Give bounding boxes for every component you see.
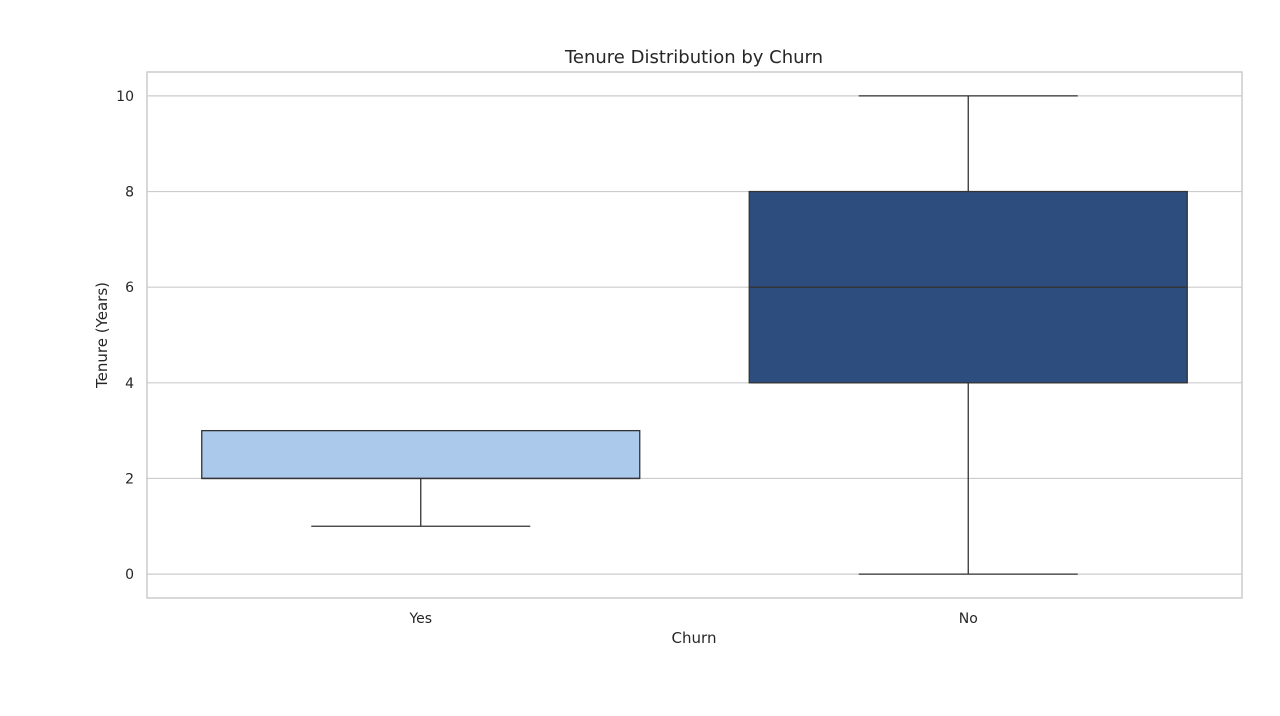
y-axis-label: Tenure (Years) — [93, 282, 111, 389]
box-yes — [201, 429, 641, 480]
plot-frame — [146, 71, 1243, 599]
x-tick-label: No — [959, 611, 978, 627]
x-axis-label: Churn — [672, 629, 717, 647]
plot-area: 0 2 4 6 8 10 Yes No — [116, 71, 1243, 627]
y-tick-label: 8 — [125, 185, 134, 201]
y-tick-label: 2 — [125, 471, 134, 487]
y-tick-label: 4 — [125, 376, 134, 392]
y-tick-label: 6 — [125, 280, 134, 296]
x-tick-label: Yes — [408, 611, 432, 627]
chart-title: Tenure Distribution by Churn — [564, 47, 823, 68]
y-tick-label: 10 — [116, 89, 134, 105]
y-tick-label: 0 — [125, 567, 134, 583]
